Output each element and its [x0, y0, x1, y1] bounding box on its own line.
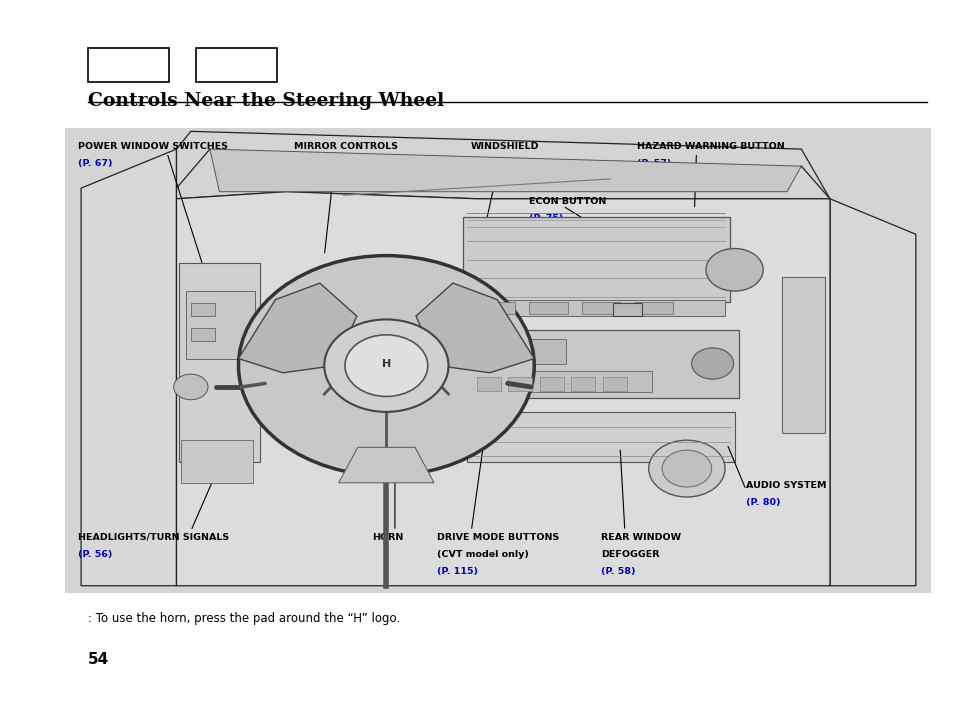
Text: HORN: HORN [372, 532, 403, 542]
Polygon shape [81, 149, 176, 586]
Text: HEADLIGHTS/TURN SIGNALS: HEADLIGHTS/TURN SIGNALS [78, 532, 229, 542]
Text: Controls Near the Steering Wheel: Controls Near the Steering Wheel [88, 92, 443, 110]
Circle shape [705, 248, 762, 291]
Bar [602, 377, 626, 391]
Bar [581, 302, 619, 314]
Bar [191, 328, 214, 341]
Text: (P. 68): (P. 68) [294, 159, 328, 168]
Polygon shape [338, 447, 434, 483]
Circle shape [648, 440, 724, 497]
Polygon shape [210, 149, 801, 192]
Bar [88, 48, 169, 82]
Bar [191, 303, 214, 316]
Text: ECON BUTTON: ECON BUTTON [529, 197, 606, 207]
Bar [467, 412, 734, 462]
Text: (P. 55): (P. 55) [470, 176, 504, 185]
Bar [634, 302, 672, 314]
Bar [475, 371, 651, 392]
Bar [65, 128, 930, 593]
Text: REAR WINDOW: REAR WINDOW [600, 532, 680, 542]
Polygon shape [416, 283, 534, 373]
Bar [613, 303, 641, 316]
Bar [195, 48, 276, 82]
Bar [179, 263, 260, 462]
Bar [181, 440, 253, 483]
Bar [781, 277, 824, 433]
Text: POWER WINDOW SWITCHES: POWER WINDOW SWITCHES [78, 142, 228, 151]
Text: MIRROR CONTROLS: MIRROR CONTROLS [294, 142, 397, 151]
Bar [571, 377, 595, 391]
Circle shape [661, 450, 711, 487]
Polygon shape [238, 283, 356, 373]
Circle shape [259, 346, 294, 371]
Text: 54: 54 [88, 652, 109, 667]
Bar [186, 291, 254, 359]
Polygon shape [176, 131, 829, 199]
Text: HAZARD WARNING BUTTON: HAZARD WARNING BUTTON [637, 142, 784, 151]
Circle shape [345, 335, 427, 396]
Text: (P. 67): (P. 67) [78, 159, 112, 168]
Bar [476, 377, 500, 391]
Text: AUDIO SYSTEM: AUDIO SYSTEM [745, 481, 825, 491]
Text: DRIVE MODE BUTTONS: DRIVE MODE BUTTONS [436, 532, 558, 542]
Text: (P. 58): (P. 58) [600, 567, 635, 576]
Circle shape [173, 374, 208, 400]
Text: (P. 75): (P. 75) [529, 214, 563, 224]
Text: H: H [381, 359, 391, 369]
Circle shape [691, 348, 733, 379]
Bar [467, 300, 724, 316]
Text: : To use the horn, press the pad around the “H” logo.: : To use the horn, press the pad around … [88, 612, 399, 625]
Text: WIPERS/WASHERS: WIPERS/WASHERS [470, 159, 567, 168]
Text: (P. 56): (P. 56) [78, 550, 112, 559]
Text: (P. 57): (P. 57) [637, 159, 671, 168]
Polygon shape [829, 199, 915, 586]
Bar [539, 377, 563, 391]
Text: (P. 115): (P. 115) [436, 567, 477, 576]
Circle shape [324, 320, 448, 412]
Bar [529, 302, 567, 314]
Bar [475, 339, 565, 364]
Circle shape [238, 256, 534, 476]
Text: (CVT model only): (CVT model only) [436, 550, 528, 559]
Polygon shape [176, 192, 829, 586]
Text: DEFOGGER: DEFOGGER [600, 550, 659, 559]
Bar [476, 302, 515, 314]
Text: (P. 80): (P. 80) [745, 498, 780, 508]
Bar [467, 330, 739, 398]
Bar [508, 377, 532, 391]
Bar [462, 217, 729, 302]
Text: WINDSHIELD: WINDSHIELD [470, 142, 538, 151]
